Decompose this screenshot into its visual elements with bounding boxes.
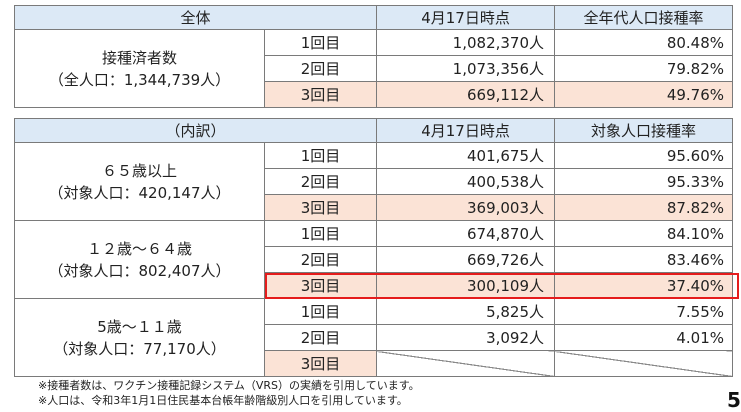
dose-count: 669,112人 — [376, 81, 556, 108]
table-row: ６５歳以上 （対象人口：420,147人） 1回目 401,675人 95.60… — [14, 142, 734, 221]
dose-count: 369,003人 — [376, 194, 556, 221]
dose-rate: 95.60% — [554, 142, 734, 169]
group-name: ６５歳以上 — [101, 161, 177, 180]
dose-count: 1,073,356人 — [376, 55, 556, 82]
table-header-row: （内訳） 4月17日時点 対象人口接種率 — [13, 118, 734, 143]
dose-count: 669,726人 — [376, 246, 556, 273]
dose-rate: 95.33% — [554, 168, 734, 195]
dose-rate: 80.48% — [554, 29, 734, 56]
table-row: 3回目 669,112人 49.76% — [15, 81, 734, 108]
header-date: 4月17日時点 — [376, 5, 556, 30]
dose-label: 2回目 — [263, 246, 378, 273]
header-scope: 全体 — [13, 5, 378, 30]
dose-count: 300,109人 — [376, 272, 556, 299]
table-row: 2回目 669,726人 83.46% — [15, 246, 734, 273]
table-row: 接種済者数 （全人口：1,344,739人） 1回目 1,082,370人 80… — [14, 29, 734, 108]
dose-label: 2回目 — [263, 168, 378, 195]
group-label: ６５歳以上 （対象人口：420,147人） — [14, 142, 265, 221]
table-row: 5歳～１１歳 （対象人口：77,170人） 1回目 5,825人 7.55% — [14, 298, 734, 377]
dose-count: 401,675人 — [376, 142, 556, 169]
group-label: 接種済者数 （全人口：1,344,739人） — [14, 29, 265, 108]
dose-count: 1,082,370人 — [376, 29, 556, 56]
table-row: 2回目 400,538人 95.33% — [15, 168, 734, 195]
table-row: １２歳～６４歳 （対象人口：802,407人） 1回目 674,870人 84.… — [14, 220, 734, 299]
header-date: 4月17日時点 — [376, 118, 556, 143]
dose-label: 2回目 — [263, 55, 378, 82]
header-scope: （内訳） — [13, 118, 378, 143]
group-population: （対象人口：420,147人） — [48, 183, 231, 202]
dose-rate: 84.10% — [554, 220, 734, 247]
empty-cell-diagonal — [554, 350, 734, 377]
breakdown-vaccination-table: （内訳） 4月17日時点 対象人口接種率 ６５歳以上 （対象人口：420,147… — [13, 118, 734, 377]
footnote: ※人口は、令和3年1月1日住民基本台帳年齢階級別人口を引用しています。 — [38, 394, 408, 407]
table-row: 2回目 1,073,356人 79.82% — [15, 55, 734, 82]
dose-rate: 87.82% — [554, 194, 734, 221]
dose-label: 1回目 — [263, 220, 378, 247]
dose-label: 1回目 — [263, 29, 378, 56]
dose-label: 3回目 — [263, 350, 378, 377]
table-row-highlighted: 3回目 300,109人 37.40% — [15, 272, 734, 299]
header-rate: 対象人口接種率 — [554, 118, 734, 143]
footnote: ※接種者数は、ワクチン接種記録システム（VRS）の実績を引用しています。 — [38, 379, 420, 392]
header-rate: 全年代人口接種率 — [554, 5, 734, 30]
table-row: 3回目 369,003人 87.82% — [15, 194, 734, 221]
dose-label: 3回目 — [263, 194, 378, 221]
dose-count: 3,092人 — [376, 324, 556, 351]
dose-count: 674,870人 — [376, 220, 556, 247]
dose-rate: 49.76% — [554, 81, 734, 108]
group-label: 5歳～１１歳 （対象人口：77,170人） — [14, 298, 265, 377]
table-header-row: 全体 4月17日時点 全年代人口接種率 — [13, 5, 734, 30]
total-vaccination-table: 全体 4月17日時点 全年代人口接種率 接種済者数 （全人口：1,344,739… — [13, 5, 734, 108]
group-population: （全人口：1,344,739人） — [48, 70, 231, 89]
table-row: 3回目 — [15, 350, 734, 377]
dose-rate: 7.55% — [554, 298, 734, 325]
dose-label: 1回目 — [263, 298, 378, 325]
empty-cell-diagonal — [376, 350, 556, 377]
dose-rate: 79.82% — [554, 55, 734, 82]
dose-count: 5,825人 — [376, 298, 556, 325]
group-population: （対象人口：77,170人） — [53, 339, 226, 358]
dose-label: 3回目 — [263, 272, 378, 299]
group-name: 5歳～１１歳 — [97, 317, 182, 336]
page-number: 55 — [727, 388, 741, 412]
group-population: （対象人口：802,407人） — [48, 261, 231, 280]
group-label: １２歳～６４歳 （対象人口：802,407人） — [14, 220, 265, 299]
dose-label: 2回目 — [263, 324, 378, 351]
dose-label: 1回目 — [263, 142, 378, 169]
dose-rate: 4.01% — [554, 324, 734, 351]
dose-label: 3回目 — [263, 81, 378, 108]
footnotes: ※接種者数は、ワクチン接種記録システム（VRS）の実績を引用しています。 ※人口… — [38, 378, 420, 408]
dose-rate: 37.40% — [554, 272, 734, 299]
group-name: 接種済者数 — [101, 48, 177, 67]
dose-rate: 83.46% — [554, 246, 734, 273]
dose-count: 400,538人 — [376, 168, 556, 195]
group-name: １２歳～６４歳 — [86, 239, 192, 258]
